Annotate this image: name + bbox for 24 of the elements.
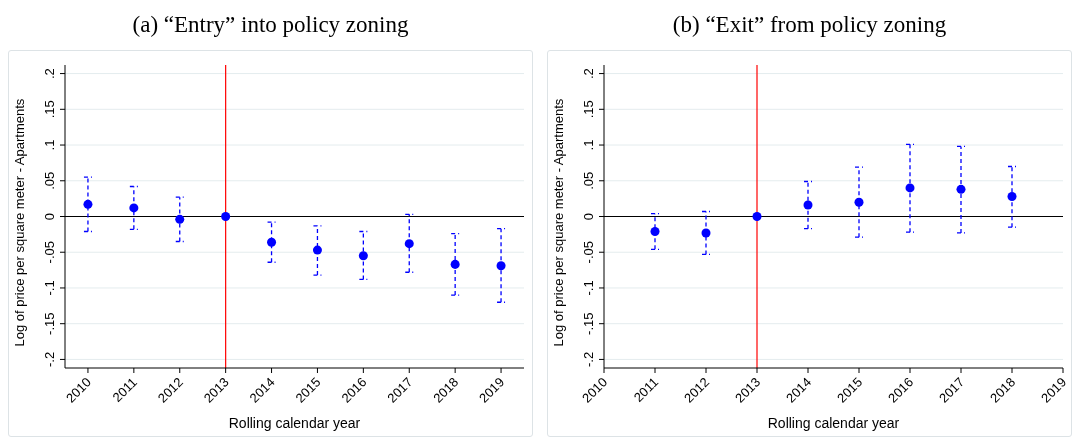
y-tick-label: .05	[42, 171, 57, 190]
y-tick-label: -.15	[42, 312, 57, 335]
chart-title: (b) “Exit” from policy zoning	[671, 11, 948, 39]
y-axis-title: Log of price per square meter - Apartments	[11, 98, 27, 347]
y-tick-label: -.05	[42, 241, 57, 264]
y-tick-label: .15	[42, 100, 57, 119]
y-tick-label: .2	[581, 68, 596, 79]
x-axis-title: Rolling calendar year	[228, 415, 361, 431]
y-tick-label: 0	[42, 212, 57, 221]
y-tick-label: .05	[581, 171, 596, 190]
y-tick-label: .2	[42, 68, 57, 79]
y-tick-label: 0	[581, 212, 596, 221]
y-tick-label: -.1	[42, 280, 57, 296]
x-axis-title: Rolling calendar year	[767, 415, 900, 431]
y-tick-label: .1	[42, 139, 57, 151]
chart-title: (a) “Entry” into policy zoning	[131, 11, 410, 39]
y-tick-label: -.2	[42, 351, 57, 368]
y-tick-label: -.15	[581, 312, 596, 335]
y-tick-label: -.1	[581, 280, 596, 296]
y-tick-label: -.05	[581, 241, 596, 264]
y-tick-label: .1	[581, 139, 596, 151]
y-tick-label: -.2	[581, 351, 596, 368]
y-tick-label: .15	[581, 100, 596, 119]
y-axis-title: Log of price per square meter - Apartments	[550, 98, 566, 347]
